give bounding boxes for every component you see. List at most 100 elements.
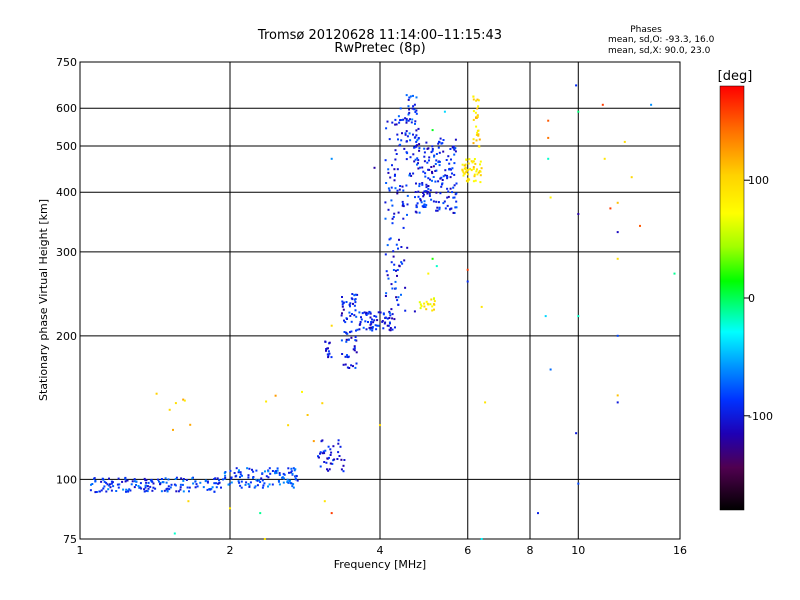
data-point — [133, 480, 136, 483]
data-point — [370, 322, 373, 325]
data-point — [437, 142, 440, 145]
data-point — [271, 470, 274, 472]
data-point — [110, 489, 113, 492]
data-point — [472, 167, 475, 170]
data-point — [396, 192, 399, 195]
data-point — [227, 483, 230, 486]
grid-lines — [80, 62, 680, 539]
data-point — [475, 170, 478, 173]
data-point — [406, 213, 408, 216]
data-point — [426, 302, 429, 305]
data-point — [449, 148, 452, 150]
data-point — [256, 484, 259, 487]
data-point — [431, 179, 433, 182]
data-point — [430, 151, 433, 154]
data-point — [435, 159, 438, 162]
data-point — [387, 277, 390, 280]
data-point — [472, 160, 475, 163]
data-point — [394, 158, 397, 161]
data-point — [577, 110, 580, 113]
data-point — [330, 324, 333, 327]
data-point — [391, 313, 394, 316]
data-point — [276, 467, 279, 470]
data-point — [444, 174, 447, 177]
data-point — [472, 95, 475, 98]
data-points — [89, 84, 676, 540]
data-point — [404, 309, 407, 312]
data-point — [122, 488, 125, 491]
x-tick-label: 6 — [464, 544, 471, 557]
data-point — [402, 189, 405, 192]
data-point — [446, 187, 449, 190]
data-point — [409, 95, 412, 98]
data-point — [100, 480, 103, 483]
data-point — [235, 467, 238, 470]
data-point — [162, 481, 165, 484]
data-point — [434, 180, 437, 183]
data-point — [346, 366, 349, 369]
data-point — [433, 297, 435, 300]
data-point — [384, 201, 387, 204]
data-point — [417, 162, 419, 165]
data-point — [158, 480, 160, 483]
data-point — [330, 512, 333, 515]
data-point — [241, 474, 243, 477]
data-point — [401, 200, 404, 203]
data-point — [388, 189, 391, 192]
chart-title: Tromsø 20120628 11:14:00–11:15:43 — [257, 28, 502, 43]
data-point — [351, 313, 353, 315]
data-point — [472, 98, 475, 101]
data-point — [124, 480, 127, 483]
data-point — [346, 354, 348, 357]
data-point — [276, 469, 279, 472]
data-point — [342, 464, 345, 467]
data-point — [351, 298, 354, 301]
data-point — [420, 201, 423, 204]
data-point — [140, 487, 143, 490]
data-point — [343, 459, 346, 461]
data-point — [409, 172, 411, 175]
data-point — [253, 486, 256, 489]
data-point — [290, 482, 293, 485]
data-point — [375, 328, 378, 331]
data-point — [345, 340, 348, 343]
data-point — [204, 480, 207, 483]
data-point — [441, 179, 444, 181]
data-point — [278, 472, 281, 475]
data-point — [404, 286, 407, 289]
data-point — [237, 471, 240, 474]
data-point — [350, 364, 353, 367]
data-point — [346, 318, 348, 320]
data-point — [472, 110, 475, 113]
data-point — [394, 149, 397, 152]
data-point — [274, 394, 277, 397]
data-point — [202, 486, 205, 489]
data-point — [260, 477, 263, 480]
data-point — [328, 341, 331, 344]
data-point — [437, 180, 440, 183]
data-point — [429, 303, 432, 306]
data-point — [416, 139, 419, 142]
data-point — [330, 157, 333, 160]
data-point — [281, 476, 284, 479]
y-tick-label: 750 — [56, 56, 77, 69]
data-point — [427, 185, 430, 187]
data-point — [480, 167, 483, 170]
data-point — [125, 490, 127, 493]
data-point — [412, 153, 415, 156]
data-point — [348, 311, 351, 314]
data-point — [369, 316, 372, 319]
data-point — [438, 206, 441, 209]
data-point — [452, 186, 455, 189]
data-point — [425, 183, 428, 186]
data-point — [451, 172, 453, 175]
data-point — [124, 477, 127, 480]
data-point — [154, 487, 157, 490]
data-point — [437, 201, 440, 204]
data-point — [295, 475, 298, 478]
data-point — [179, 483, 182, 486]
data-point — [145, 479, 148, 481]
data-point — [271, 483, 274, 486]
data-point — [143, 488, 146, 491]
data-point — [258, 479, 261, 482]
